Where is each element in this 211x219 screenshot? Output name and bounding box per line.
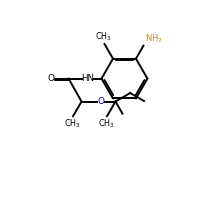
Text: O: O xyxy=(97,97,104,106)
Text: $\mathregular{CH_3}$: $\mathregular{CH_3}$ xyxy=(97,118,114,130)
Text: $\mathregular{CH_3}$: $\mathregular{CH_3}$ xyxy=(95,30,112,42)
Text: $\mathregular{CH_3}$: $\mathregular{CH_3}$ xyxy=(64,118,80,130)
Text: O: O xyxy=(47,74,54,83)
Text: HN: HN xyxy=(81,74,94,83)
Text: $\mathregular{NH_2}$: $\mathregular{NH_2}$ xyxy=(145,32,163,45)
